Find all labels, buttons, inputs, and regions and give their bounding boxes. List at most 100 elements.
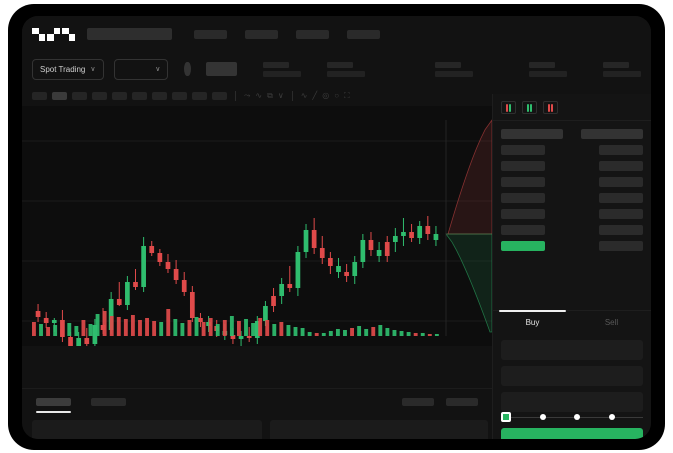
nav-item-3[interactable] [296, 29, 329, 39]
order-book-bids-column [501, 129, 563, 251]
app-screen: Spot Trading ∨ ∨ [22, 16, 651, 439]
submit-order-button[interactable] [501, 428, 643, 439]
order-book-view-modes [493, 94, 651, 120]
pair-select-dropdown[interactable]: ∨ [113, 58, 169, 80]
tab-buy[interactable]: Buy [493, 310, 572, 334]
tablet-device-frame: Spot Trading ∨ ∨ [8, 4, 665, 450]
stat-value [529, 70, 567, 77]
amount-slider[interactable] [501, 412, 643, 422]
stat-value [435, 70, 473, 77]
market-stat-4 [529, 61, 567, 77]
price-chart[interactable] [22, 106, 492, 346]
timeframe-button-8[interactable] [172, 92, 187, 100]
toolbar-divider [291, 91, 293, 101]
market-stat-5 [603, 61, 641, 77]
order-book-asks-column [581, 129, 643, 251]
nav-item-1[interactable] [194, 29, 227, 39]
candlestick-chart-canvas [22, 119, 492, 346]
timeframe-button-10[interactable] [212, 92, 227, 100]
tab-label [91, 397, 126, 406]
toolbar-divider [235, 91, 236, 101]
app-header [22, 16, 651, 52]
tab-order-history[interactable] [91, 397, 126, 406]
stat-label [263, 61, 289, 68]
order-price-field[interactable] [501, 340, 643, 360]
order-book-row[interactable] [599, 225, 643, 235]
slider-stop-25[interactable] [539, 414, 546, 420]
stat-label [603, 61, 629, 68]
bottom-panel-left[interactable] [32, 420, 262, 439]
fullscreen-icon[interactable]: ⛶ [344, 91, 350, 100]
order-book-row[interactable] [599, 177, 643, 187]
order-book-row[interactable] [501, 193, 545, 203]
order-book-row[interactable] [501, 145, 545, 155]
orders-action-2[interactable] [446, 397, 478, 406]
wave-icon[interactable]: ∿ [300, 91, 308, 100]
market-stat-2 [327, 61, 365, 77]
settings-icon[interactable]: ○ [334, 91, 340, 100]
nav-item-4[interactable] [347, 29, 380, 39]
order-total-field[interactable] [501, 392, 643, 412]
okx-logo[interactable] [32, 27, 75, 41]
asks-depth-view-icon[interactable] [543, 101, 558, 114]
order-book-row[interactable] [501, 225, 545, 235]
camera-icon[interactable]: ◎ [322, 91, 330, 100]
nav-item-2[interactable] [245, 29, 278, 39]
timeframe-button-5[interactable] [112, 92, 127, 100]
order-book-body [493, 120, 651, 310]
order-book-row[interactable] [599, 241, 643, 251]
stat-label [435, 61, 461, 68]
order-book-header [581, 129, 643, 139]
order-book-row-highlighted[interactable] [501, 241, 545, 251]
stat-value [327, 70, 365, 77]
stat-value [263, 70, 301, 77]
line-chart-icon[interactable]: ⤳ [244, 91, 251, 100]
slider-stop-75[interactable] [608, 414, 615, 420]
tab-sell[interactable]: Sell [604, 318, 619, 327]
trading-mode-label: Spot Trading [40, 64, 86, 74]
tab-open-orders[interactable] [36, 397, 71, 413]
order-book-row[interactable] [599, 145, 643, 155]
tab-label [36, 397, 71, 406]
orders-action-1[interactable] [402, 397, 434, 406]
order-book-panel: Buy Sell [492, 94, 651, 439]
chevron-down-icon: ∨ [155, 66, 161, 73]
timeframe-button-1[interactable] [32, 92, 47, 100]
pair-coin-icon [184, 62, 191, 76]
timeframe-button-3[interactable] [72, 92, 87, 100]
order-book-row[interactable] [599, 161, 643, 171]
order-book-row[interactable] [501, 177, 545, 187]
chevron-down-icon: ∨ [90, 66, 96, 73]
bids-depth-view-icon[interactable] [522, 101, 537, 114]
chart-toolbar: ⤳ ∿ ⧉ ∨ ∿ ╱ ◎ ○ ⛶ [22, 86, 492, 106]
timeframe-button-7[interactable] [152, 92, 167, 100]
order-form-tabs: Buy Sell [493, 310, 651, 334]
trading-mode-dropdown[interactable]: Spot Trading ∨ [32, 58, 104, 80]
stat-value [603, 70, 641, 77]
search-input[interactable] [87, 28, 172, 40]
order-book-row[interactable] [501, 209, 545, 219]
header-nav [194, 29, 380, 39]
orders-actions [402, 397, 478, 406]
pair-name-label [205, 62, 237, 76]
stat-label [529, 61, 555, 68]
both-depth-view-icon[interactable] [501, 101, 516, 114]
timeframe-button-2[interactable] [52, 92, 67, 100]
order-book-row[interactable] [599, 193, 643, 203]
order-amount-field[interactable] [501, 366, 643, 386]
slider-stop-50[interactable] [574, 414, 580, 420]
orders-tab-bar [22, 388, 492, 414]
bottom-panel-right[interactable] [270, 420, 488, 439]
timeframe-button-4[interactable] [92, 92, 107, 100]
order-book-row[interactable] [599, 209, 643, 219]
timeframe-button-6[interactable] [132, 92, 147, 100]
timeframe-button-9[interactable] [192, 92, 207, 100]
chevron-down-icon[interactable]: ∨ [277, 91, 284, 100]
ruler-icon[interactable]: ╱ [312, 91, 318, 100]
compare-icon[interactable]: ⧉ [267, 91, 273, 100]
market-subheader: Spot Trading ∨ ∨ [22, 52, 651, 86]
slider-handle[interactable] [501, 412, 511, 422]
indicator-icon[interactable]: ∿ [255, 91, 263, 100]
order-book-row[interactable] [501, 161, 545, 171]
market-stat-3 [435, 61, 473, 77]
